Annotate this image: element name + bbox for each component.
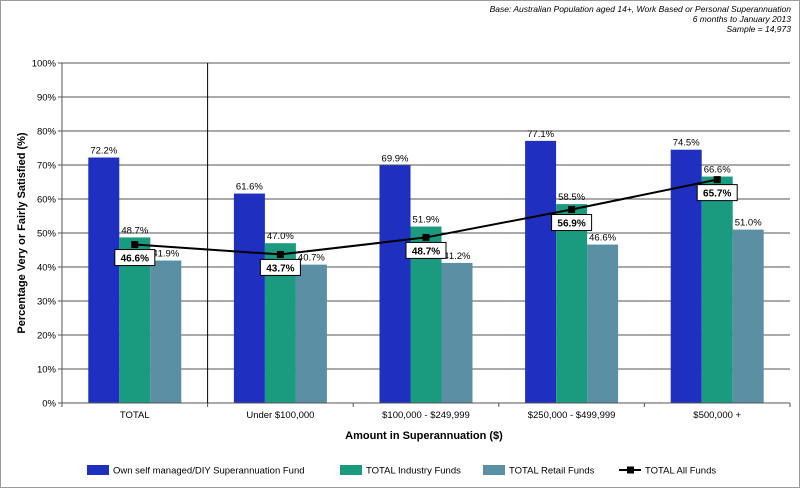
y-tick-label: 70% [37, 161, 57, 172]
y-tick-label: 60% [37, 195, 57, 206]
y-tick-label: 20% [37, 331, 57, 342]
line-value-box [405, 241, 447, 259]
line-value-label: 46.6% [121, 254, 149, 265]
bar-value-label: 46.6% [589, 233, 616, 244]
bar-value-label: 58.5% [558, 192, 585, 203]
legend-label: Own self managed/DIY Superannuation Fund [113, 466, 305, 477]
y-tick-label: 50% [37, 229, 57, 240]
bar-value-label: 66.6% [704, 165, 731, 176]
x-axis-ticks: TOTAL Under $100,000 $100,000 - $249,999 $2… [61, 403, 791, 421]
bars: 72.2% 61.6% 69.9% 77.1% 74.5% 48.7% 47.0% 51.9%… [88, 129, 764, 404]
line-value-box [551, 214, 593, 232]
x-axis-title: Amount in Superannuation ($) [345, 430, 503, 442]
legend-label: TOTAL All Funds [645, 466, 716, 477]
bar-value-label: 51.9% [413, 215, 440, 226]
line-value-label: 43.7% [266, 263, 294, 274]
base-note-line-1: Base: Australian Population aged 14+, Wo… [489, 4, 791, 14]
y-tick-label: 100% [32, 59, 57, 70]
bar-value-label: 41.2% [444, 251, 471, 262]
base-note-line-2: 6 months to January 2013 [692, 14, 791, 24]
line-point-marker [713, 176, 721, 184]
base-note-line-3: Sample = 14,973 [726, 24, 791, 34]
line-value-box [259, 258, 301, 276]
bar [525, 140, 557, 404]
axes [61, 63, 790, 404]
bar-value-label: 41.9% [152, 249, 179, 260]
line-point-marker [276, 250, 284, 258]
y-axis-ticks: 0% 10% 20% 30% 40% 50% 60% 70% 80% 90% 100% [32, 59, 62, 410]
legend-line-marker [627, 466, 634, 474]
bar-value-label: 77.1% [527, 129, 554, 140]
bar-value-label: 72.2% [90, 146, 117, 157]
legend: Own self managed/DIY Superannuation Fund… [87, 465, 716, 477]
line-value-label: 65.7% [703, 189, 731, 200]
y-tick-label: 0% [42, 399, 56, 410]
bar [233, 193, 265, 403]
bar [379, 165, 411, 403]
bar-value-label: 61.6% [236, 182, 263, 193]
legend-label: TOTAL Industry Funds [366, 466, 461, 477]
line-value-box [696, 184, 738, 202]
line-value-label: 56.9% [557, 219, 585, 230]
base-note: Base: Australian Population aged 14+, Wo… [490, 4, 791, 34]
bar [587, 244, 619, 403]
y-tick-label: 90% [37, 93, 57, 104]
legend-swatch [87, 465, 109, 475]
line-value-box [114, 249, 156, 267]
y-axis-title: Percentage Very or Fairly Satisfied (%) [16, 132, 28, 333]
line-point-marker [568, 206, 576, 214]
y-tick-label: 30% [37, 297, 57, 308]
bar-value-label: 74.5% [673, 138, 700, 149]
line-point-marker [131, 241, 139, 249]
bar [295, 264, 327, 403]
x-tick-label: $100,000 - $249,999 [382, 410, 470, 421]
legend-swatch [340, 465, 362, 475]
total-line-series: 46.6% 43.7% 48.7% 56.9% 65.7% [114, 176, 738, 276]
bar-value-label: 51.0% [735, 218, 762, 229]
y-tick-label: 40% [37, 263, 57, 274]
line-point-marker [422, 233, 430, 241]
x-tick-label: $500,000 + [693, 410, 741, 421]
bar [701, 176, 733, 403]
x-tick-label: $250,000 - $499,999 [528, 410, 616, 421]
line-value-label: 48.7% [412, 246, 440, 257]
legend-swatch [483, 465, 505, 475]
bar [732, 229, 764, 403]
legend-label: TOTAL Retail Funds [509, 466, 595, 477]
bar [441, 262, 473, 403]
y-tick-label: 10% [37, 365, 57, 376]
bar-value-label: 40.7% [298, 253, 325, 264]
bar [88, 157, 120, 403]
bar-value-label: 48.7% [121, 225, 148, 236]
x-tick-label: Under $100,000 [246, 410, 314, 421]
y-tick-label: 80% [37, 127, 57, 138]
bar-value-label: 69.9% [382, 153, 409, 164]
bar-value-label: 47.0% [267, 231, 294, 242]
bar [670, 149, 702, 403]
x-tick-label: TOTAL [120, 410, 150, 421]
bar [150, 260, 182, 403]
bar [556, 204, 588, 403]
